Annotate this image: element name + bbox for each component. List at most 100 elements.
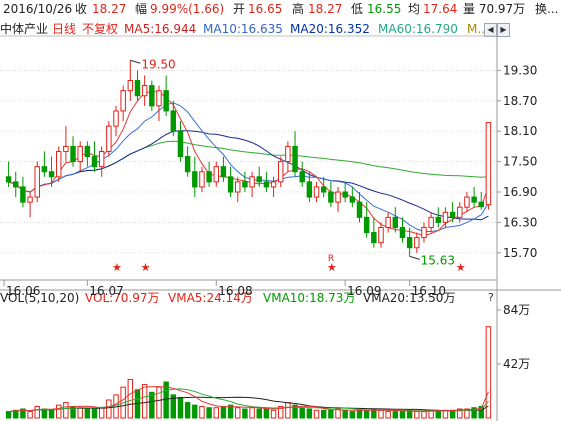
avg-value: 17.64: [423, 2, 458, 16]
low-annotation: 15.63: [421, 253, 455, 267]
volume-value: 量 70.97万: [463, 2, 526, 16]
volume-bar: [485, 326, 492, 419]
candle-body: [414, 237, 420, 249]
candle-body: [306, 181, 313, 198]
candle-body: [27, 196, 33, 203]
help-icon[interactable]: ?: [488, 291, 494, 304]
price-tick-label: 16.30: [503, 215, 537, 229]
candle-body: [320, 186, 327, 193]
candle-body: [328, 191, 334, 203]
price-tick-label: 19.30: [503, 63, 537, 77]
volume-bar: [392, 411, 399, 419]
candle-body: [91, 156, 98, 168]
x-tick-label: 16.07: [89, 284, 123, 298]
candle-body: [13, 181, 19, 188]
chevron-left-icon: ◀: [487, 25, 494, 34]
candle-body: [41, 166, 48, 173]
volume-bar: [270, 409, 277, 419]
volume-bar: [449, 409, 456, 419]
ma10-line: [8, 102, 489, 232]
candle-body: [206, 171, 212, 183]
vol-value: VOL:70.97万: [85, 291, 160, 305]
volume-bar: [48, 409, 55, 419]
volume-bar: [156, 386, 162, 419]
more-indicators[interactable]: M...: [467, 22, 489, 36]
volume-bar: [320, 409, 327, 419]
event-star-icon: ★: [141, 261, 151, 274]
volume-bar: [285, 402, 291, 419]
volume-bar: [278, 405, 284, 419]
candle-body: [5, 176, 12, 183]
candle-body: [371, 232, 377, 244]
candle-body: [278, 161, 284, 183]
candle-body: [249, 176, 255, 188]
event-star-icon: ★: [112, 261, 122, 274]
candle-body: [356, 201, 363, 218]
volume-bar: [84, 408, 91, 419]
volume-bar: [349, 411, 356, 419]
candle-body: [292, 145, 298, 173]
price-tick-label: 16.90: [503, 185, 537, 199]
candle-body: [98, 150, 105, 168]
avg-label: 均: [408, 2, 421, 16]
volume-bar: [206, 407, 212, 419]
volume-bar: [227, 404, 234, 419]
vma10-line: [8, 388, 489, 413]
event-star-icon: ★: [456, 261, 466, 274]
candle-body: [235, 181, 241, 193]
open-label: 开: [233, 2, 246, 16]
close-label: 收: [75, 2, 88, 16]
ma5-label: MA5:16.944: [124, 22, 197, 36]
candle-body: [113, 110, 119, 127]
volume-bar: [292, 404, 298, 419]
volume-bar: [106, 399, 112, 419]
ma20-line: [8, 130, 489, 221]
scroll-right-button[interactable]: ▶: [497, 23, 510, 37]
volume-bar: [213, 407, 219, 419]
candle-body: [392, 216, 399, 228]
vma5-value: VMA5:24.14万: [168, 291, 253, 305]
candle-body: [199, 171, 205, 188]
stock-name: 中体产业: [0, 22, 49, 36]
low-label: 低: [351, 2, 364, 16]
volume-bar: [464, 408, 470, 419]
change-value: 9.99%(1.66): [150, 2, 225, 16]
candle-body: [449, 211, 456, 218]
volume-bar: [20, 408, 26, 419]
vma5-line: [8, 386, 489, 413]
candle-body: [34, 166, 40, 198]
candle-body: [428, 216, 434, 228]
candle-body: [149, 85, 155, 107]
ma60-label: MA60:16.790: [378, 22, 458, 36]
candle-body: [349, 196, 356, 203]
price-tick-label: 18.70: [503, 94, 537, 108]
high-value: 18.27: [308, 2, 343, 16]
volume-bar: [471, 407, 477, 419]
low-value: 16.55: [367, 2, 402, 16]
candle-body: [227, 176, 234, 193]
candle-body: [48, 171, 55, 178]
candle-body: [141, 85, 148, 97]
volume-bar: [235, 407, 241, 419]
adjust-label[interactable]: 不复权: [82, 22, 119, 36]
volume-bar: [5, 411, 12, 419]
vma10-value: VMA10:18.73万: [263, 291, 356, 305]
period-label[interactable]: 日线: [52, 22, 77, 36]
candle-body: [156, 90, 162, 107]
volume-bar: [55, 404, 62, 419]
x-tick-label: 16.06: [6, 284, 40, 298]
candle-body: [335, 191, 341, 203]
candle-body: [170, 110, 177, 132]
candle-body: [77, 145, 83, 163]
candle-body: [485, 122, 492, 206]
candle-body: [313, 186, 320, 198]
candle-body: [471, 196, 477, 203]
volume-bar: [457, 408, 463, 419]
volume-bar: [306, 408, 313, 419]
volume-bar: [63, 402, 69, 419]
vma20-line: [8, 396, 489, 413]
volume-bar: [263, 408, 270, 419]
volume-bar: [13, 409, 19, 419]
candle-body: [285, 145, 291, 163]
